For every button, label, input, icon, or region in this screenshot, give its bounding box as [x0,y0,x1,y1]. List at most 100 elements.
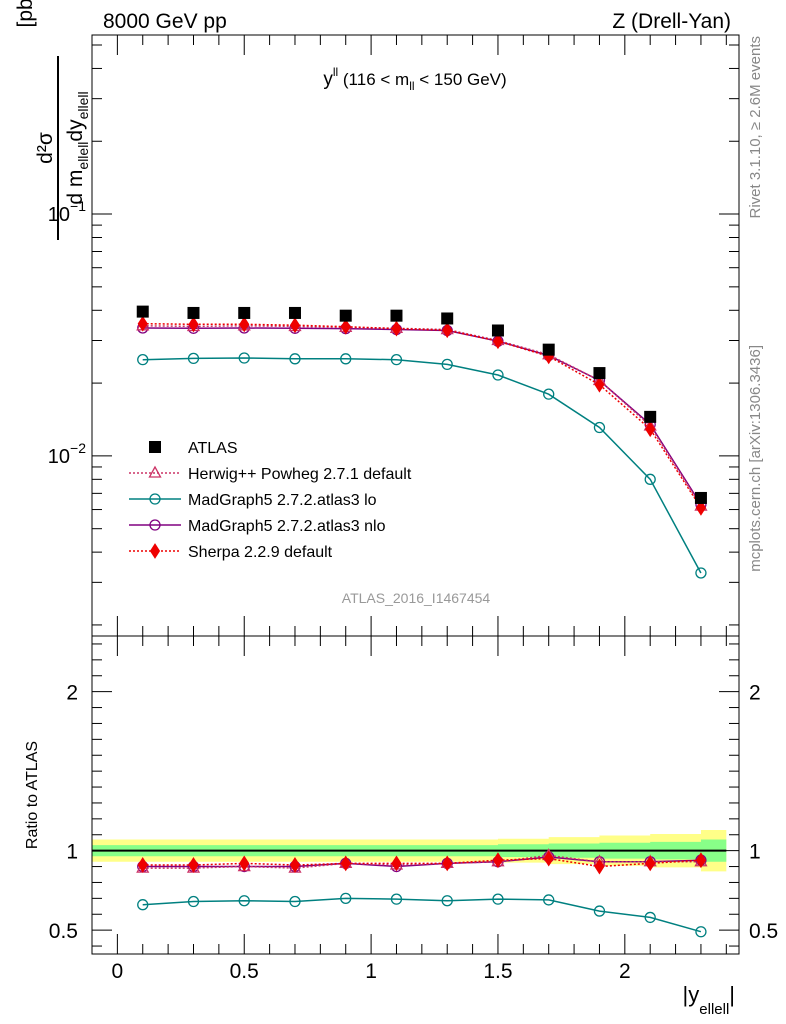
ratio-axis-label: Ratio to ATLAS [24,741,41,849]
ratio-point-sherpa [543,850,554,867]
legend: ATLAS Herwig++ Powheg 2.7.1 default MadGra… [129,440,412,561]
ratio-point-mg_lo [441,895,453,907]
series-line-mg_lo [142,357,702,574]
point-atlas [390,309,403,322]
ratio-tick-label-right: 1 [749,841,761,864]
point-sherpa [695,499,707,516]
legend-label: MadGraph5 2.7.2.atlas3 lo [188,492,377,509]
x-tick-label: 2 [619,960,631,983]
point-atlas [339,309,352,322]
ratio-series [136,848,708,938]
ratio-point-mg_lo [187,895,200,908]
legend-item-mg_nlo: MadGraph5 2.7.2.atlas3 nlo [129,518,386,535]
ratio-point-sherpa [239,855,250,872]
x-label-main: |y [683,982,700,1007]
plot-title-sup: ll [333,65,338,79]
point-atlas [441,312,454,325]
plot-title-range-close: < 150 GeV) [415,70,507,89]
point-sherpa [188,316,199,333]
analysis-watermark: ATLAS_2016_I1467454 [342,590,491,606]
ratio-point-sherpa [594,858,605,875]
legend-label: ATLAS [188,440,238,457]
legend-item-atlas: ATLAS [149,440,238,457]
legend-marker [149,493,161,505]
y-tick-label: 10−2 [48,440,86,468]
point-atlas [136,305,149,318]
svg-text:d²σ: d²σ [34,132,57,164]
ratio-point-sherpa [645,855,656,872]
main-x-ticks [116,35,727,636]
y-label-numerator: d²σ [34,132,57,164]
ratio-point-sherpa [188,857,199,873]
point-mg_lo [644,473,656,485]
ratio-point-mg_lo [390,893,403,905]
svg-text:d mellelldyellell: d mellelldyellell [64,91,91,204]
point-sherpa [492,333,504,350]
ratio-point-mg_lo [593,905,606,917]
plot-title: yll (116 < mll < 150 GeV) [323,65,506,93]
legend-item-mg_lo: MadGraph5 2.7.2.atlas3 lo [129,492,377,509]
point-mg_lo [238,352,250,364]
plot-title-main: y [323,69,333,90]
ratio-point-mg_lo [238,895,250,907]
point-mg_lo [340,353,352,365]
point-atlas [288,306,301,319]
ratio-point-sherpa [391,855,402,872]
x-tick-label: 1.5 [483,960,512,983]
point-mg_lo [593,421,606,434]
ratio-tick-label: 2 [66,682,78,705]
ratio-y-ticks: 0.5 0.5 1 1 2 2 [49,643,778,947]
ratio-tick-label: 1 [66,841,78,864]
legend-marker [148,465,162,478]
ratio-point-sherpa [442,855,453,872]
point-mg_lo [390,354,403,366]
point-atlas [542,343,555,356]
ratio-tick-label: 0.5 [49,920,78,943]
ratio-line-sherpa [142,857,701,868]
point-atlas [491,324,504,337]
y-tick-label: 10−1 [48,198,86,226]
ratio-tick-label-right: 0.5 [749,920,778,943]
point-atlas [694,491,707,504]
mcplots-label: mcplots.cern.ch [arXiv:1306.3436] [747,345,764,572]
plot-title-range-open: (116 < m [338,70,409,89]
point-atlas [644,410,657,423]
point-sherpa [645,421,656,438]
point-atlas [593,367,606,380]
legend-marker [149,543,161,559]
point-sherpa [137,315,148,332]
y-label-sub1: ellell [75,142,91,170]
ratio-frame [91,635,740,955]
y-label-sub2: ellell [75,91,91,119]
header-right: Z (Drell-Yan) [612,10,731,33]
legend-item-sherpa: Sherpa 2.2.9 default [129,543,333,561]
point-mg_lo [441,358,453,371]
x-tick-label: 0 [112,960,124,983]
main-panel: 10−1 10−2 [48,34,740,637]
y-label-dy: dy [64,119,87,142]
series-sherpa [137,315,707,516]
ratio-point-mg_lo [137,899,149,911]
legend-marker [149,441,161,453]
x-tick-label: 1 [365,960,377,983]
series-line-sherpa [142,322,702,509]
ratio-point-sherpa [137,857,148,873]
series-line-herwig [142,325,702,507]
point-mg_lo [695,567,707,579]
ratio-point-mg_lo [289,895,301,908]
ratio-x-ticks: 0 0.5 1 1.5 2 [112,636,727,983]
x-tick-label: 0.5 [230,960,259,983]
point-mg_lo [289,353,301,365]
ratio-panel: 0.5 0.5 1 1 2 2 0 0.5 1 1.5 2 [49,635,778,983]
y-label-unit: [pb/GeV] [14,0,37,27]
legend-label: Sherpa 2.2.9 default [188,544,333,561]
point-mg_lo [187,352,200,365]
ratio-point-mg_lo [492,893,504,905]
ratio-point-mg_lo [695,926,707,938]
ratio-point-sherpa [289,857,301,873]
y-axis-label: d²σ d mellelldyellell [pb/GeV] [14,0,91,240]
ratio-point-sherpa [492,852,504,869]
point-atlas [238,306,251,319]
point-sherpa [442,322,453,339]
plot-title-range-sub: ll [409,79,414,93]
